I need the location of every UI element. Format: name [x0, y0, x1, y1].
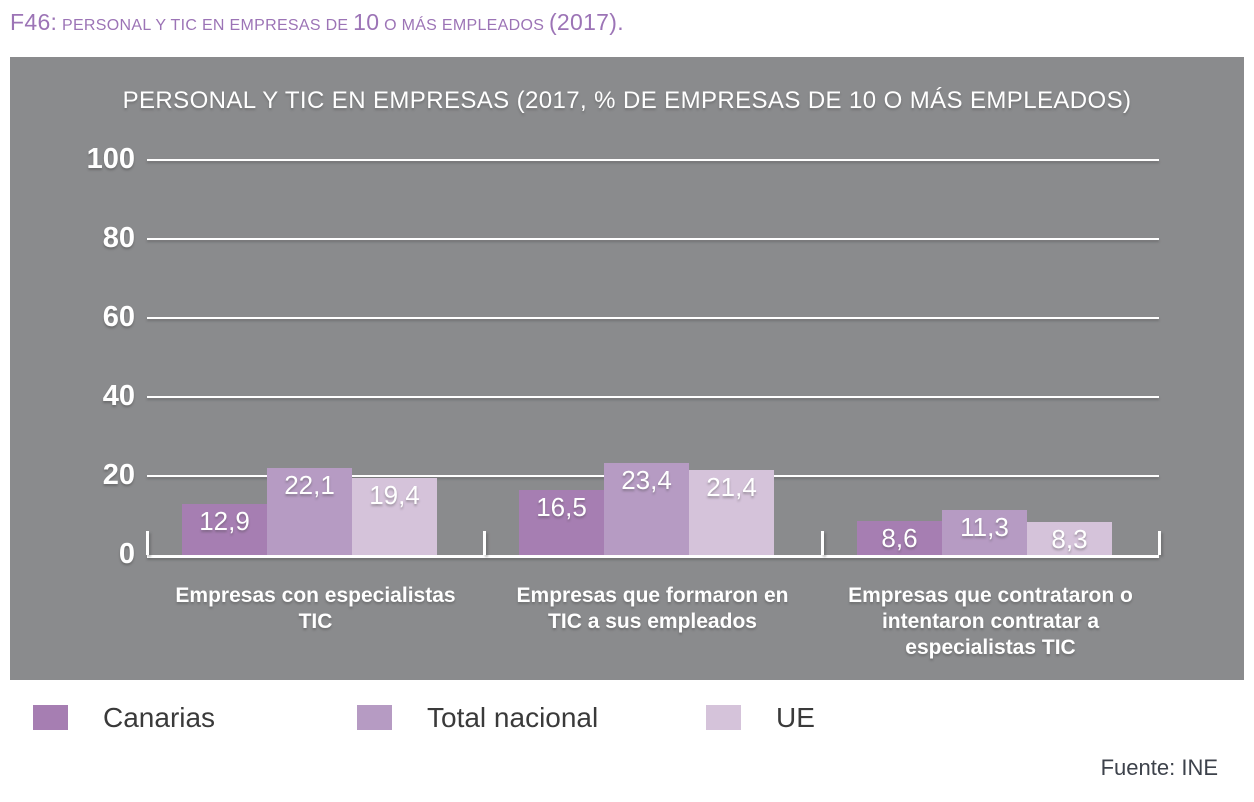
- x-axis-tick-0: [146, 531, 149, 555]
- legend-label: Total nacional: [427, 701, 599, 733]
- chart-title: PERSONAL Y TIC EN EMPRESAS (2017, % DE E…: [122, 87, 1132, 114]
- source-note: Fuente: INE: [1100, 755, 1218, 780]
- y-axis-label-100: 100: [86, 143, 135, 175]
- caption-prefix: F46:: [10, 9, 58, 35]
- category-label-3: Empresas que contrataron o intentaron co…: [848, 584, 1133, 659]
- bar-value-label: 8,3: [1051, 524, 1088, 554]
- bar-value-label: 22,1: [284, 470, 335, 500]
- legend-swatch-icon: [33, 705, 68, 730]
- gridline-40: [147, 396, 1159, 398]
- bar-value-label: 11,3: [960, 512, 1009, 542]
- bar-value-label: 23,4: [621, 465, 672, 495]
- caption-smallcaps-1: PERSONAL Y TIC EN EMPRESAS DE: [61, 17, 349, 34]
- y-axis-label-0: 0: [118, 538, 135, 570]
- x-axis-tick-3: [1158, 531, 1161, 555]
- bar-value-label: 8,6: [881, 523, 918, 553]
- legend-label: Canarias: [103, 701, 216, 733]
- x-axis-line: [147, 555, 1159, 558]
- bar-total-nacional-group2: [604, 463, 689, 555]
- category-label-1: Empresas con especialistas TIC: [175, 584, 456, 633]
- caption-year: (2017).: [548, 9, 624, 35]
- category-label-2: Empresas que formaron en TIC a sus emple…: [516, 584, 789, 633]
- bar-ue-group2: [689, 470, 774, 555]
- bar-value-label: 19,4: [369, 480, 420, 510]
- legend-item-ue: UE: [706, 702, 815, 733]
- bar-ue-group3: [1027, 522, 1112, 555]
- plot-area: 0 20 40 60 80 100 12,9 22,1 19,4 16,5 23,4 21,4 8,6 1…: [10, 57, 1244, 680]
- y-axis-label-60: 60: [102, 301, 135, 333]
- chart-panel: PERSONAL Y TIC EN EMPRESAS (2017, % DE E…: [10, 57, 1244, 680]
- gridline-80: [147, 238, 1159, 240]
- gridline-100: [147, 159, 1159, 161]
- caption-smallcaps-2: O MÁS EMPLEADOS: [384, 17, 545, 34]
- figure-caption: F46: PERSONAL Y TIC EN EMPRESAS DE 10 O …: [10, 9, 624, 36]
- legend-swatch-icon: [357, 705, 392, 730]
- x-axis-tick-2: [821, 531, 824, 555]
- y-axis-label-40: 40: [102, 380, 135, 412]
- legend-item-total-nacional: Total nacional: [357, 702, 598, 733]
- bar-ue-group1: [352, 478, 437, 555]
- legend-item-canarias: Canarias: [33, 702, 215, 733]
- legend-swatch-icon: [706, 705, 741, 730]
- bar-value-label: 16,5: [536, 492, 587, 522]
- bar-total-nacional-group3: [942, 510, 1027, 555]
- bar-canarias-group3: [857, 521, 942, 555]
- bar-value-label: 21,4: [706, 472, 757, 502]
- bar-canarias-group1: [182, 504, 267, 555]
- bar-canarias-group2: [519, 490, 604, 555]
- bar-total-nacional-group1: [267, 468, 352, 555]
- bar-value-label: 12,9: [199, 506, 250, 536]
- x-axis-tick-1: [483, 531, 486, 555]
- y-axis-label-80: 80: [102, 222, 135, 254]
- caption-number: 10: [353, 9, 380, 35]
- legend-label: UE: [776, 701, 815, 733]
- y-axis-label-20: 20: [102, 459, 135, 491]
- gridline-60: [147, 317, 1159, 319]
